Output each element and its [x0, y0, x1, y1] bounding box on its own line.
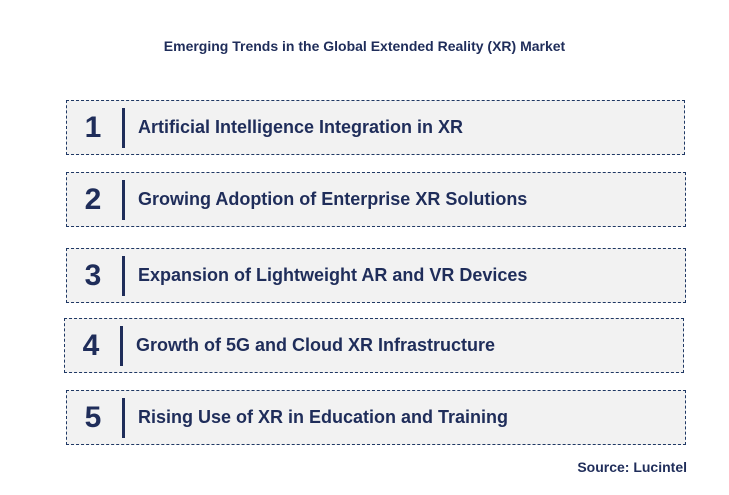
- trend-divider: [122, 180, 125, 220]
- trend-label: Rising Use of XR in Education and Traini…: [138, 407, 509, 427]
- trend-number: 5: [84, 400, 102, 434]
- trend-label: Expansion of Lightweight AR and VR Devic…: [138, 265, 528, 285]
- trend-label: Artificial Intelligence Integration in X…: [138, 117, 464, 137]
- trend-label: Growth of 5G and Cloud XR Infrastructure: [136, 335, 496, 355]
- trend-number: 4: [82, 328, 100, 362]
- trend-divider: [122, 398, 125, 438]
- trend-item-4: 4 Growth of 5G and Cloud XR Infrastructu…: [64, 318, 684, 373]
- diagram-title: Emerging Trends in the Global Extended R…: [163, 38, 566, 54]
- source-note: Source: Lucintel: [577, 459, 687, 475]
- trend-item-5: 5 Rising Use of XR in Education and Trai…: [66, 390, 686, 445]
- trend-divider: [120, 326, 123, 366]
- trend-item-2: 2 Growing Adoption of Enterprise XR Solu…: [66, 172, 686, 227]
- trend-item-3: 3 Expansion of Lightweight AR and VR Dev…: [66, 248, 686, 303]
- trend-item-1: 1 Artificial Intelligence Integration in…: [66, 100, 685, 155]
- trend-number: 3: [84, 258, 102, 292]
- trend-number: 2: [84, 182, 102, 216]
- trend-divider: [122, 108, 125, 148]
- trend-number: 1: [84, 110, 102, 144]
- trend-divider: [122, 256, 125, 296]
- trend-label: Growing Adoption of Enterprise XR Soluti…: [138, 189, 528, 209]
